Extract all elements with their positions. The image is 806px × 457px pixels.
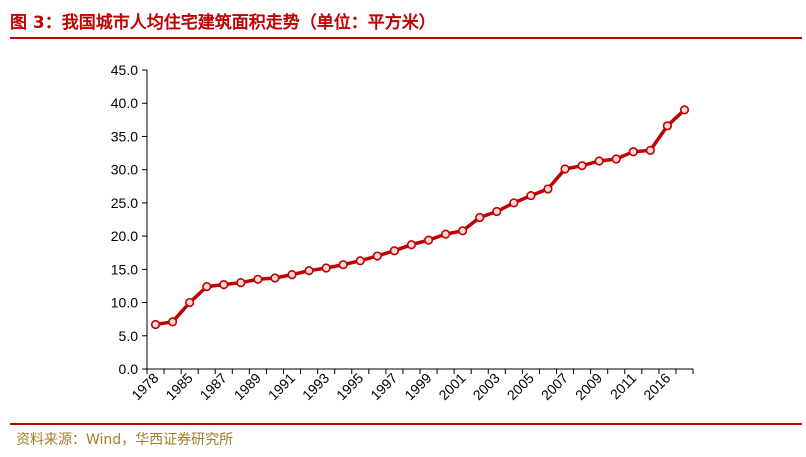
x-tick-label: 2016 [640,370,673,403]
y-tick-label: 5.0 [119,328,139,344]
data-point [185,297,195,308]
data-point [236,278,246,288]
data-point [492,206,502,217]
series-line [153,108,687,327]
title-divider [10,37,802,39]
data-point [526,190,536,201]
data-point [662,121,673,131]
data-point [628,147,638,157]
data-point [202,282,212,292]
data-point [389,246,400,256]
data-point [270,273,280,283]
y-tick-label: 20.0 [111,228,138,244]
x-tick-label: 2007 [538,370,571,403]
x-tick-label: 2005 [504,370,537,403]
data-point [372,251,382,261]
y-tick-label: 10.0 [111,295,138,311]
data-point [167,317,178,327]
footer-divider [10,423,802,425]
x-tick-label: 1999 [401,370,434,403]
data-point [679,105,690,115]
data-point [253,274,263,284]
x-tick-label: 1997 [367,370,400,403]
data-point [577,161,587,171]
data-point [543,184,553,194]
data-point [150,319,161,330]
data-point [304,266,314,276]
y-tick-label: 25.0 [111,195,138,211]
source-note: 资料来源：Wind，华西证券研究所 [16,432,234,448]
x-tick-label: 1995 [333,370,366,403]
x-tick-label: 1989 [231,370,264,403]
data-point [475,212,485,223]
x-tick-label: 2009 [572,370,605,403]
data-point [509,198,519,208]
y-tick-label: 30.0 [111,162,138,178]
data-point [406,240,417,250]
data-point [219,280,229,290]
y-tick-label: 15.0 [111,261,138,277]
x-tick-label: 1985 [162,370,195,403]
y-tick-label: 45.0 [111,62,138,78]
data-point [423,235,434,245]
x-tick-label: 2003 [470,370,503,403]
y-tick-label: 40.0 [111,95,138,111]
data-point [338,260,348,270]
data-point [355,256,365,266]
data-point [611,154,621,164]
data-point [458,226,468,236]
y-tick-label: 35.0 [111,128,138,144]
data-point [321,263,331,273]
data-point [645,145,655,155]
x-tick-label: 2001 [435,370,468,403]
x-tick-label: 2011 [607,370,640,403]
data-point [440,229,451,239]
data-point [560,164,570,174]
data-point [287,270,297,280]
x-tick-label: 1987 [197,370,230,403]
x-tick-label: 1993 [299,370,332,403]
x-tick-label: 1991 [265,370,298,403]
y-tick-label: 0.0 [119,361,139,377]
data-point [594,156,604,166]
chart-title: 图 3：我国城市人均住宅建筑面积走势（单位：平方米） [10,13,436,33]
